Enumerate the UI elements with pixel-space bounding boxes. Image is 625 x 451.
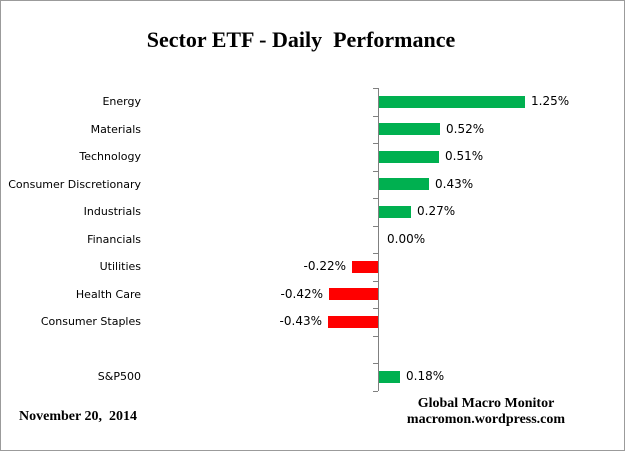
category-label: Materials [90, 122, 141, 136]
value-label: 0.18% [406, 369, 445, 383]
axis-tick [373, 390, 378, 392]
axis-tick [373, 115, 378, 117]
bar-negative [328, 315, 378, 328]
bar-positive [379, 370, 400, 383]
axis-tick [373, 363, 378, 364]
bar-positive [379, 205, 411, 218]
axis-tick [373, 253, 378, 254]
axis-tick [373, 88, 378, 89]
value-label: 1.25% [531, 94, 570, 108]
value-label: 0.51% [445, 149, 484, 163]
value-label: -0.42% [280, 286, 323, 301]
axis-tick [373, 335, 378, 337]
attribution-source: Global Macro Monitor [417, 396, 555, 411]
category-label: Consumer Discretionary [8, 177, 141, 191]
bar-negative [352, 260, 378, 273]
chart-axis [378, 88, 379, 391]
category-label: Utilities [99, 260, 141, 273]
bar-positive [379, 150, 439, 163]
attribution-url: macromon.wordpress.com [406, 412, 566, 427]
axis-tick [373, 143, 378, 144]
bar-positive [379, 95, 525, 108]
attribution: Global Macro Monitor macromon.wordpress.… [386, 396, 586, 428]
axis-tick [373, 280, 378, 282]
axis-tick [373, 170, 378, 172]
category-label: Consumer Staples [40, 315, 141, 328]
axis-tick [373, 198, 378, 199]
category-label: Health Care [75, 287, 141, 301]
value-label: 0.52% [446, 121, 485, 136]
category-label: Industrials [83, 205, 141, 218]
category-label: Financials [87, 232, 141, 246]
category-label: S&P500 [97, 370, 141, 383]
bar-positive [379, 123, 440, 136]
date-label: November 20, 2014 [19, 409, 137, 424]
axis-tick [373, 225, 378, 227]
value-label: 0.43% [435, 176, 474, 191]
value-label: 0.00% [387, 231, 426, 246]
axis-tick [373, 308, 378, 309]
chart-title: Sector ETF - Daily Performance [146, 27, 456, 52]
value-label: -0.43% [279, 314, 322, 328]
value-label: 0.27% [417, 204, 456, 218]
category-label: Technology [79, 150, 141, 163]
value-label: -0.22% [303, 259, 346, 273]
category-label: Energy [102, 95, 141, 108]
bar-negative [329, 288, 378, 301]
bar-positive [379, 178, 429, 191]
